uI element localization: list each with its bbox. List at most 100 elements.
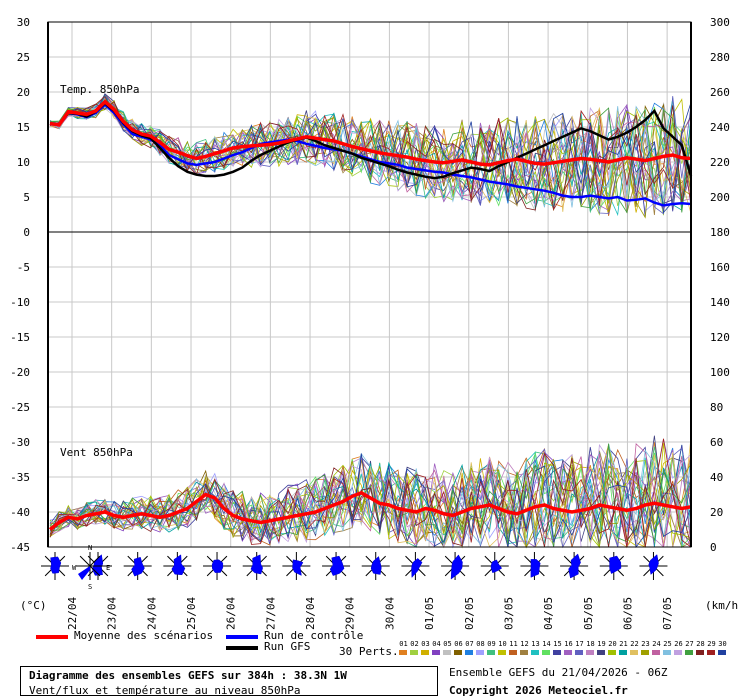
pert-swatch bbox=[410, 650, 418, 655]
wind-y-tick-right: 120 bbox=[710, 331, 730, 344]
info-title: Diagramme des ensembles GEFS sur 384h : … bbox=[29, 669, 347, 682]
pert-swatch bbox=[443, 650, 451, 655]
x-tick-label: 24/04 bbox=[145, 597, 158, 630]
x-tick-label: 25/04 bbox=[185, 597, 198, 630]
legend-gfs-swatch bbox=[226, 646, 258, 650]
wind-rose-shape bbox=[211, 559, 224, 573]
wind-rose bbox=[163, 552, 192, 580]
wind-rose bbox=[76, 552, 104, 580]
temp-y-tick-left: 25 bbox=[17, 51, 30, 64]
wind-rose bbox=[401, 552, 430, 580]
legend-perts-label: 30 Perts. bbox=[339, 645, 399, 658]
x-tick-label: 01/05 bbox=[423, 597, 436, 630]
temp-y-tick-left: 20 bbox=[17, 86, 30, 99]
info-box: Diagramme des ensembles GEFS sur 384h : … bbox=[20, 666, 438, 697]
x-tick-label: 06/05 bbox=[621, 597, 634, 630]
wind-rose-shape bbox=[568, 553, 581, 579]
x-tick-label: 30/04 bbox=[383, 597, 396, 630]
wind-perturbation-line bbox=[49, 443, 692, 546]
pert-number: 22 bbox=[630, 640, 639, 648]
wind-rose-shape bbox=[450, 554, 463, 580]
wind-rose bbox=[441, 552, 470, 580]
wind-y-tick-right: 140 bbox=[710, 296, 730, 309]
temp-perturbation-line bbox=[49, 94, 692, 214]
pert-swatch bbox=[652, 650, 660, 655]
wind-rose-shape bbox=[490, 559, 503, 574]
legend-control-swatch bbox=[226, 635, 258, 639]
temp-y-tick-left: 15 bbox=[17, 121, 30, 134]
wind-rose bbox=[560, 552, 589, 580]
wind-rose-shape bbox=[329, 555, 345, 576]
pert-number: 26 bbox=[674, 640, 683, 648]
pert-number: 15 bbox=[553, 640, 562, 648]
pert-number: 27 bbox=[685, 640, 694, 648]
wind-roses bbox=[41, 552, 668, 580]
wind-y-tick-left: -35 bbox=[10, 471, 30, 484]
wind-rose bbox=[41, 552, 69, 580]
wind-rose-shape bbox=[530, 559, 541, 578]
wind-y-tick-right: 40 bbox=[710, 471, 723, 484]
wind-y-tick-right: 80 bbox=[710, 401, 723, 414]
pert-number: 30 bbox=[718, 640, 727, 648]
compass-n: N bbox=[88, 544, 92, 552]
wind-rose bbox=[361, 552, 390, 580]
pert-number: 08 bbox=[476, 640, 485, 648]
wind-y-tick-left: -10 bbox=[10, 296, 30, 309]
wind-rose bbox=[599, 552, 628, 580]
wind-perturbation-line bbox=[49, 453, 692, 549]
x-tick-label: 23/04 bbox=[106, 597, 119, 630]
wind-y-tick-left: -15 bbox=[10, 331, 30, 344]
temp-y-tick-right: 240 bbox=[710, 121, 730, 134]
temp-y-tick-left: 5 bbox=[23, 191, 30, 204]
pert-number: 11 bbox=[509, 640, 518, 648]
wind-rose bbox=[322, 552, 351, 580]
wind-rose bbox=[282, 552, 311, 580]
pert-swatch bbox=[663, 650, 671, 655]
legend-gfs: Run GFS bbox=[226, 640, 310, 653]
wind-rose-shape bbox=[50, 556, 62, 574]
temp-mean-line bbox=[49, 99, 692, 167]
wind-y-tick-left: -40 bbox=[10, 506, 30, 519]
legend-mean-swatch bbox=[36, 635, 68, 639]
wind-y-tick-right: 20 bbox=[710, 506, 723, 519]
wind-rose-shape bbox=[370, 556, 382, 575]
temp-y-tick-right: 220 bbox=[710, 156, 730, 169]
pert-swatch bbox=[520, 650, 528, 655]
wind-rose bbox=[123, 552, 152, 580]
pert-swatch bbox=[454, 650, 462, 655]
pert-number: 29 bbox=[707, 640, 716, 648]
pert-number: 01 bbox=[399, 640, 408, 648]
wind-rose-spoke bbox=[89, 555, 101, 567]
pert-number: 10 bbox=[498, 640, 507, 648]
wind-rose-shape bbox=[78, 566, 90, 580]
wind-rose-shape bbox=[292, 559, 304, 576]
pert-swatch bbox=[421, 650, 429, 655]
pert-swatch bbox=[432, 650, 440, 655]
pert-swatch bbox=[465, 650, 473, 655]
pert-number: 24 bbox=[652, 640, 661, 648]
pert-swatch bbox=[509, 650, 517, 655]
pert-number: 19 bbox=[597, 640, 606, 648]
wind-rose bbox=[520, 552, 549, 580]
legend-control-label: Run de contrôle bbox=[264, 629, 364, 642]
unit-right: (km/h) bbox=[705, 599, 740, 612]
x-tick-label: 22/04 bbox=[66, 597, 79, 630]
wind-y-tick-right: 160 bbox=[710, 261, 730, 274]
wind-perturbation-line bbox=[49, 435, 692, 548]
wind-panel-label: Vent 850hPa bbox=[60, 446, 133, 459]
info-subtitle: Vent/flux et température au niveau 850hP… bbox=[29, 684, 301, 697]
wind-y-tick-left: -5 bbox=[17, 261, 30, 274]
pert-swatch bbox=[553, 650, 561, 655]
wind-rose-shape bbox=[250, 554, 263, 575]
main-series-lines bbox=[48, 99, 693, 531]
temp-gfs-line bbox=[49, 101, 693, 180]
temp-panel-label: Temp. 850hPa bbox=[60, 83, 139, 96]
wind-y-tick-right: 0 bbox=[710, 541, 717, 554]
x-tick-label: 04/05 bbox=[542, 597, 555, 630]
pert-swatch bbox=[718, 650, 726, 655]
wind-rose bbox=[480, 552, 509, 580]
pert-number: 12 bbox=[520, 640, 529, 648]
wind-rose-shape bbox=[131, 556, 145, 577]
temp-perturbation-line bbox=[49, 99, 692, 214]
